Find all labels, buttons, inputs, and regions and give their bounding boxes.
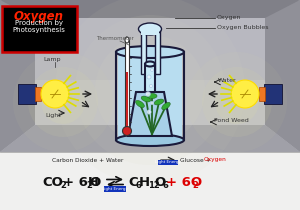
Circle shape	[150, 101, 154, 105]
Circle shape	[231, 80, 259, 108]
Circle shape	[149, 84, 153, 88]
Text: Oxygen: Oxygen	[217, 16, 242, 21]
Polygon shape	[128, 92, 172, 136]
Ellipse shape	[125, 37, 129, 43]
Text: Production by: Production by	[15, 20, 63, 26]
Polygon shape	[265, 0, 300, 152]
Text: Lamp: Lamp	[43, 56, 61, 62]
Text: Water: Water	[218, 77, 237, 83]
Bar	[35, 87, 41, 101]
Ellipse shape	[116, 46, 184, 58]
Ellipse shape	[116, 134, 184, 146]
Polygon shape	[0, 125, 300, 152]
Text: Light Energy: Light Energy	[155, 160, 181, 164]
Text: Carbon Dioxide + Water: Carbon Dioxide + Water	[52, 158, 123, 163]
Bar	[145, 64, 155, 92]
Bar	[18, 84, 36, 104]
Text: CO: CO	[42, 176, 63, 189]
Circle shape	[55, 0, 245, 185]
Polygon shape	[0, 0, 300, 18]
Circle shape	[147, 75, 151, 79]
Circle shape	[75, 15, 225, 165]
Circle shape	[13, 52, 113, 152]
Bar	[0, 0, 300, 152]
Bar	[141, 29, 146, 74]
Text: Thermometer: Thermometer	[96, 37, 134, 42]
Bar	[264, 84, 282, 104]
Text: Light Energy: Light Energy	[102, 187, 128, 191]
Ellipse shape	[145, 62, 155, 67]
Bar	[155, 29, 160, 74]
Circle shape	[41, 80, 69, 108]
Bar	[118, 54, 182, 138]
FancyBboxPatch shape	[158, 160, 178, 165]
Text: Glucose +: Glucose +	[180, 158, 212, 163]
Text: Pond Weed: Pond Weed	[214, 118, 249, 122]
Circle shape	[95, 35, 205, 145]
FancyBboxPatch shape	[2, 6, 77, 52]
Text: + 6O: + 6O	[166, 176, 202, 189]
Text: Oxygen: Oxygen	[14, 10, 64, 23]
Text: Photosynthesis: Photosynthesis	[13, 27, 65, 33]
Bar	[126, 72, 128, 130]
Text: + 6H: + 6H	[63, 176, 99, 189]
Bar	[141, 28, 159, 35]
Text: C: C	[128, 176, 138, 189]
Circle shape	[147, 110, 151, 114]
Text: 6: 6	[162, 181, 168, 190]
Bar	[259, 87, 265, 101]
Text: H: H	[139, 176, 150, 189]
Circle shape	[122, 126, 131, 135]
Text: O: O	[89, 176, 100, 189]
Bar	[125, 40, 129, 130]
Ellipse shape	[141, 96, 151, 102]
Text: 2: 2	[60, 181, 66, 190]
Text: 2: 2	[86, 181, 92, 190]
Polygon shape	[35, 10, 265, 80]
Circle shape	[202, 67, 272, 137]
Ellipse shape	[154, 99, 164, 105]
Text: O: O	[154, 176, 165, 189]
Text: 6: 6	[135, 181, 141, 190]
Ellipse shape	[139, 23, 161, 35]
Circle shape	[146, 92, 151, 97]
Text: 2: 2	[192, 181, 198, 190]
Circle shape	[187, 52, 287, 152]
Text: Oxygen Bubbles: Oxygen Bubbles	[217, 25, 268, 30]
Polygon shape	[0, 0, 35, 152]
Circle shape	[41, 80, 85, 124]
Circle shape	[28, 67, 98, 137]
Ellipse shape	[136, 100, 144, 108]
Ellipse shape	[147, 93, 157, 98]
Ellipse shape	[162, 102, 170, 110]
Circle shape	[151, 69, 153, 71]
Bar	[0, 152, 300, 210]
Text: Oxygen: Oxygen	[204, 158, 227, 163]
Circle shape	[215, 80, 259, 124]
FancyBboxPatch shape	[104, 186, 126, 192]
Text: Light: Light	[45, 113, 61, 118]
Text: 12: 12	[148, 181, 160, 190]
